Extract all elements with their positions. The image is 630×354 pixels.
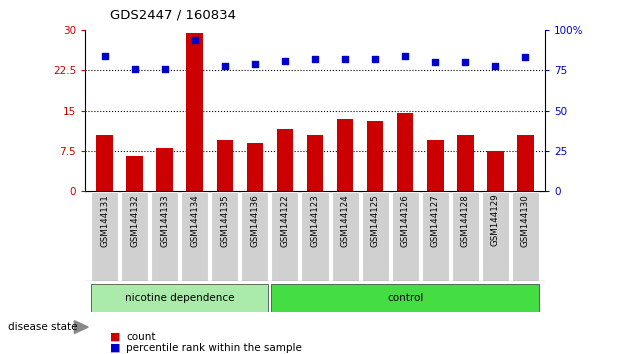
Bar [517, 135, 534, 191]
Bar [272, 192, 299, 280]
Point [159, 66, 169, 72]
Point [370, 56, 380, 62]
Bar [211, 192, 238, 280]
Point [250, 61, 260, 67]
Point [461, 59, 471, 65]
Bar [181, 192, 209, 280]
Text: GSM144130: GSM144130 [521, 194, 530, 247]
Bar [91, 192, 118, 280]
Bar [392, 192, 419, 280]
Text: GSM144132: GSM144132 [130, 194, 139, 247]
Point [100, 53, 110, 59]
Point [430, 59, 440, 65]
Point [310, 56, 320, 62]
Point [130, 66, 140, 72]
Point [520, 55, 530, 60]
Text: ■: ■ [110, 343, 121, 353]
Text: GSM144134: GSM144134 [190, 194, 199, 247]
Text: GSM144133: GSM144133 [160, 194, 169, 247]
Bar [96, 135, 113, 191]
Bar [362, 192, 389, 280]
Text: nicotine dependence: nicotine dependence [125, 293, 234, 303]
Bar [277, 130, 293, 191]
Bar [272, 284, 539, 312]
Bar [397, 113, 413, 191]
Text: GSM144123: GSM144123 [311, 194, 319, 247]
Bar [367, 121, 384, 191]
Point [280, 58, 290, 63]
Point [190, 37, 200, 42]
Bar [186, 33, 203, 191]
Text: count: count [126, 332, 156, 342]
Text: control: control [387, 293, 423, 303]
Bar [151, 192, 178, 280]
Bar [246, 143, 263, 191]
Text: GSM144128: GSM144128 [461, 194, 470, 247]
Point [490, 63, 500, 68]
Bar [121, 192, 148, 280]
Bar [512, 192, 539, 280]
Text: GSM144125: GSM144125 [370, 194, 380, 247]
Text: GSM144127: GSM144127 [431, 194, 440, 247]
Bar [427, 140, 444, 191]
Polygon shape [74, 321, 88, 333]
Text: disease state: disease state [8, 322, 77, 332]
Text: GSM144129: GSM144129 [491, 194, 500, 246]
Bar [302, 192, 328, 280]
Bar [91, 284, 268, 312]
Bar [156, 148, 173, 191]
Bar [421, 192, 449, 280]
Bar [127, 156, 143, 191]
Text: percentile rank within the sample: percentile rank within the sample [126, 343, 302, 353]
Text: GDS2447 / 160834: GDS2447 / 160834 [110, 9, 236, 22]
Bar [457, 135, 474, 191]
Bar [337, 119, 353, 191]
Text: GSM144124: GSM144124 [341, 194, 350, 247]
Point [340, 56, 350, 62]
Bar [331, 192, 358, 280]
Text: ■: ■ [110, 332, 121, 342]
Bar [487, 151, 503, 191]
Text: GSM144135: GSM144135 [220, 194, 229, 247]
Bar [482, 192, 509, 280]
Text: GSM144131: GSM144131 [100, 194, 109, 247]
Text: GSM144126: GSM144126 [401, 194, 410, 247]
Bar [241, 192, 268, 280]
Bar [307, 135, 323, 191]
Point [400, 53, 410, 59]
Text: GSM144122: GSM144122 [280, 194, 289, 247]
Text: GSM144136: GSM144136 [250, 194, 260, 247]
Bar [217, 140, 233, 191]
Bar [452, 192, 479, 280]
Point [220, 63, 230, 68]
